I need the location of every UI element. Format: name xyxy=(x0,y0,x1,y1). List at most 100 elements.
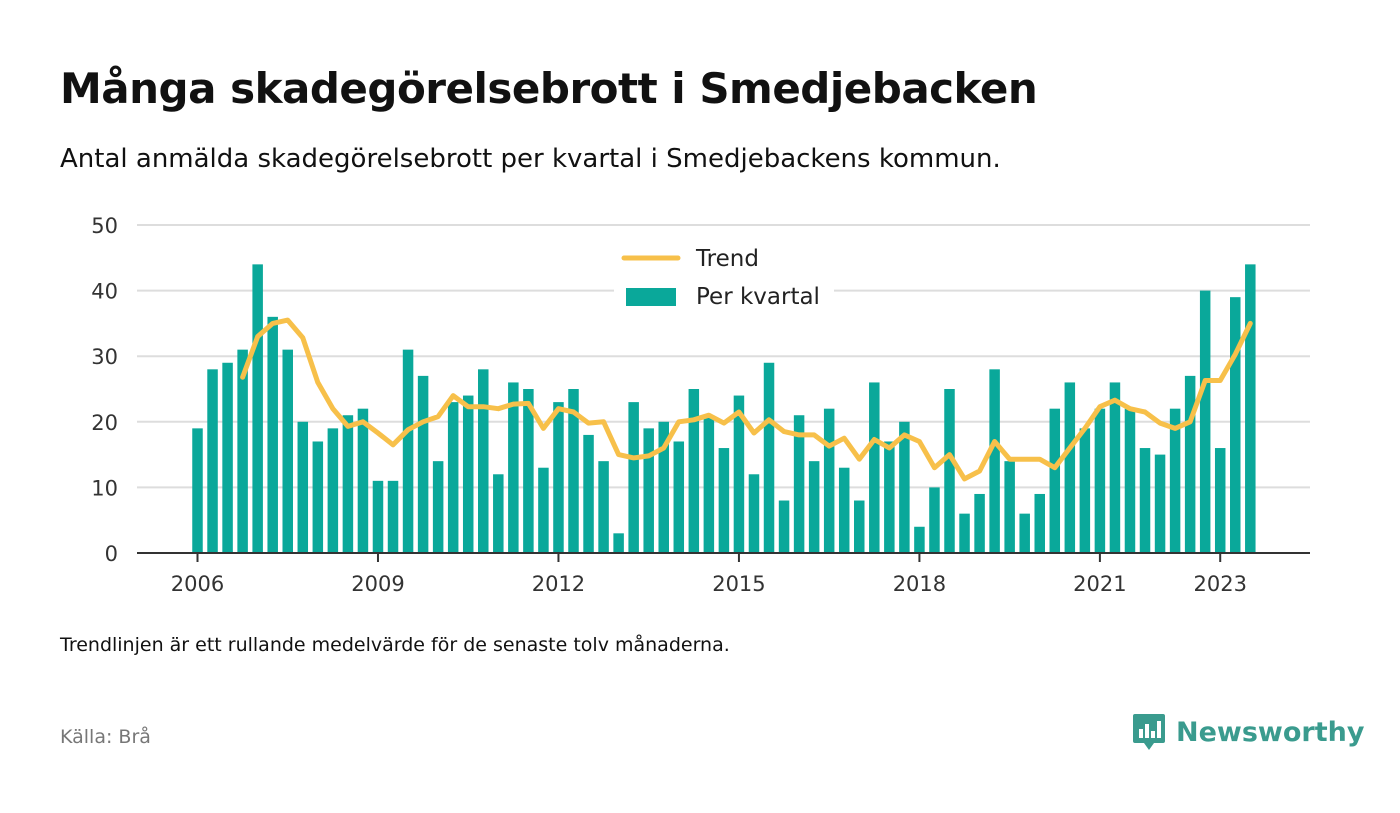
x-tick-label: 2023 xyxy=(1193,572,1246,596)
bar-2011Q3 xyxy=(523,389,534,553)
x-tick-label: 2015 xyxy=(712,572,765,596)
chart-title: Många skadegörelsebrott i Smedjebacken xyxy=(60,64,1038,113)
y-tick-label: 20 xyxy=(91,411,118,435)
bar-2014Q1 xyxy=(673,441,685,553)
x-tick-label: 2006 xyxy=(171,572,224,596)
footnote: Trendlinjen är ett rullande medelvärde f… xyxy=(60,634,730,656)
bar-2009Q1 xyxy=(372,480,384,553)
bar-2023Q3 xyxy=(1245,264,1256,553)
y-tick-label: 10 xyxy=(91,476,118,500)
bar-2019Q4 xyxy=(1019,513,1030,553)
legend-bar-label: Per kvartal xyxy=(696,284,820,310)
newsworthy-logo-icon xyxy=(1133,714,1165,750)
legend-background xyxy=(614,238,834,320)
bar-2011Q2 xyxy=(508,382,519,553)
bar-2015Q4 xyxy=(778,500,790,553)
bar-2016Q1 xyxy=(793,415,805,553)
trend-line xyxy=(240,317,1253,482)
trend-line-series xyxy=(240,317,1253,482)
bar-2017Q2 xyxy=(869,382,880,553)
y-tick-label: 0 xyxy=(105,542,118,566)
x-tick-label: 2018 xyxy=(893,572,946,596)
bar-2014Q4 xyxy=(718,448,730,553)
bar-2012Q3 xyxy=(583,434,594,553)
bar-2017Q1 xyxy=(854,500,865,553)
bar-2010Q4 xyxy=(478,369,489,553)
chart-subtitle: Antal anmälda skadegörelsebrott per kvar… xyxy=(60,144,1001,174)
bar-2022Q2 xyxy=(1169,408,1181,553)
legend-trend-label: Trend xyxy=(695,246,759,272)
bar-2016Q4 xyxy=(838,467,850,553)
bar-2009Q3 xyxy=(402,349,414,553)
bar-2013Q3 xyxy=(643,428,654,553)
bar-2019Q3 xyxy=(1004,461,1015,553)
bar-2009Q2 xyxy=(387,480,399,553)
bar-2015Q1 xyxy=(733,395,745,553)
bar-2020Q4 xyxy=(1079,428,1091,553)
y-tick-label: 50 xyxy=(91,214,118,238)
bar-2008Q3 xyxy=(342,415,354,553)
bar-2006Q4 xyxy=(237,349,248,553)
bar-2006Q3 xyxy=(222,362,233,553)
x-axis-ticks: 2006 2009 2012 2015 2018 2021 2023 xyxy=(171,553,1247,596)
bar-2023Q2 xyxy=(1230,297,1241,553)
bar-2006Q2 xyxy=(207,369,218,553)
bar-2021Q1 xyxy=(1094,408,1106,553)
bar-2006Q1 xyxy=(192,428,203,553)
bar-2020Q3 xyxy=(1064,382,1076,553)
bar-2011Q4 xyxy=(538,467,549,553)
bar-2012Q4 xyxy=(598,461,609,553)
bar-2007Q4 xyxy=(297,421,309,553)
y-tick-label: 40 xyxy=(91,280,118,304)
bar-2023Q1 xyxy=(1214,448,1226,553)
bar-2019Q2 xyxy=(989,369,1000,553)
bar-2013Q2 xyxy=(628,402,639,553)
bar-2008Q2 xyxy=(327,428,339,553)
bar-2021Q4 xyxy=(1139,448,1151,553)
bar-2018Q3 xyxy=(944,389,955,553)
bar-2019Q1 xyxy=(974,493,985,553)
bar-2021Q3 xyxy=(1124,408,1136,553)
bar-2013Q1 xyxy=(613,533,624,553)
bar-2021Q2 xyxy=(1109,382,1121,553)
bar-2022Q3 xyxy=(1184,375,1196,553)
y-axis-ticks: 0 10 20 30 40 50 xyxy=(91,214,118,566)
bar-2018Q2 xyxy=(929,487,940,553)
bar-2015Q3 xyxy=(763,362,775,553)
newsworthy-brand[interactable]: Newsworthy xyxy=(1132,712,1364,752)
x-tick-label: 2012 xyxy=(532,572,585,596)
bar-2012Q2 xyxy=(568,389,579,553)
bar-2007Q1 xyxy=(252,264,263,553)
bar-2022Q4 xyxy=(1199,290,1211,553)
bar-2015Q2 xyxy=(748,474,760,553)
bar-2013Q4 xyxy=(658,421,669,553)
bar-2010Q2 xyxy=(447,402,459,553)
bar-2020Q1 xyxy=(1034,493,1045,553)
bar-2017Q4 xyxy=(899,421,910,553)
x-tick-label: 2009 xyxy=(351,572,404,596)
bar-2022Q1 xyxy=(1154,454,1166,553)
chart-legend: Trend Per kvartal xyxy=(614,238,834,320)
bar-2017Q3 xyxy=(884,441,895,553)
bar-2011Q1 xyxy=(493,474,504,553)
bar-2012Q1 xyxy=(553,402,564,553)
bar-line-chart: 0 10 20 30 40 50 2006 2009 2012 2015 2018 2021 2023… xyxy=(91,214,1310,596)
bar-2014Q3 xyxy=(703,415,715,553)
bar-2016Q2 xyxy=(808,461,820,553)
x-tick-label: 2021 xyxy=(1073,572,1126,596)
bar-2014Q2 xyxy=(688,389,700,553)
bar-2009Q4 xyxy=(417,375,429,553)
bar-2008Q1 xyxy=(312,441,324,553)
bar-2007Q2 xyxy=(267,316,278,553)
bar-2008Q4 xyxy=(357,408,369,553)
legend-bar-swatch xyxy=(626,288,676,306)
brand-name: Newsworthy xyxy=(1176,716,1365,748)
bar-2016Q3 xyxy=(823,408,835,553)
bar-2020Q2 xyxy=(1049,408,1061,553)
bar-2018Q1 xyxy=(914,526,925,553)
bar-2018Q4 xyxy=(959,513,970,553)
bar-series-per-kvartal xyxy=(192,264,1256,553)
y-tick-label: 30 xyxy=(91,345,118,369)
bar-2010Q3 xyxy=(462,395,474,553)
bar-2010Q1 xyxy=(432,461,444,553)
